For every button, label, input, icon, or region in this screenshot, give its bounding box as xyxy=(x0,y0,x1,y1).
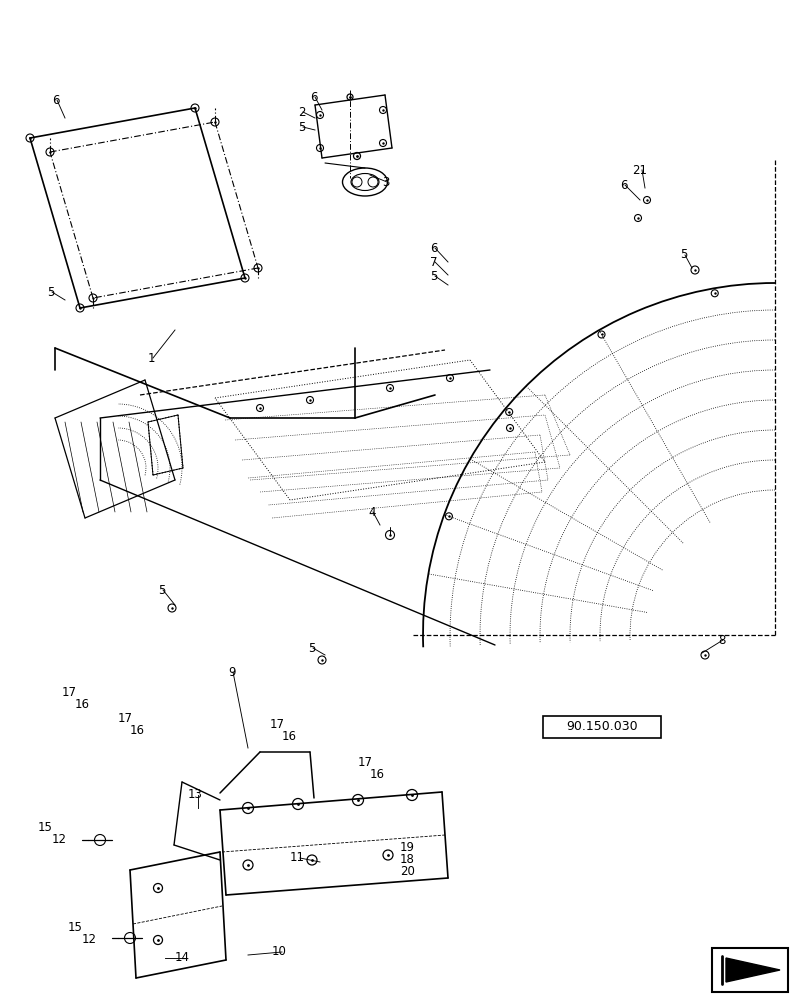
Text: 2: 2 xyxy=(298,106,305,119)
Text: 14: 14 xyxy=(175,951,190,964)
Text: 4: 4 xyxy=(367,506,375,518)
Text: 5: 5 xyxy=(307,642,315,654)
Text: 21: 21 xyxy=(631,164,646,177)
Text: 17: 17 xyxy=(62,686,77,698)
Text: 10: 10 xyxy=(272,945,286,958)
Text: 16: 16 xyxy=(370,768,384,780)
Text: 19: 19 xyxy=(400,841,414,854)
Text: 17: 17 xyxy=(270,718,285,731)
Text: 16: 16 xyxy=(75,698,90,710)
Text: 7: 7 xyxy=(430,255,437,268)
Text: 6: 6 xyxy=(430,241,437,254)
Text: 15: 15 xyxy=(68,921,83,934)
Text: 20: 20 xyxy=(400,865,414,878)
Text: 12: 12 xyxy=(52,833,67,846)
Text: 6: 6 xyxy=(310,91,317,104)
Bar xyxy=(543,716,660,738)
Text: 5: 5 xyxy=(430,269,437,282)
Text: 3: 3 xyxy=(381,176,389,189)
Text: 17: 17 xyxy=(118,711,133,724)
Text: 12: 12 xyxy=(82,933,97,946)
Text: 5: 5 xyxy=(158,584,165,596)
Text: 13: 13 xyxy=(188,788,203,801)
Text: 1: 1 xyxy=(148,352,156,364)
Text: 15: 15 xyxy=(38,821,53,834)
Bar xyxy=(711,948,787,992)
Text: 8: 8 xyxy=(717,634,724,646)
Text: 17: 17 xyxy=(358,756,372,768)
Text: 16: 16 xyxy=(130,723,145,736)
Text: 6: 6 xyxy=(620,179,627,192)
Text: 11: 11 xyxy=(290,851,305,864)
Text: 5: 5 xyxy=(47,286,54,298)
Text: 9: 9 xyxy=(228,666,235,678)
Text: 18: 18 xyxy=(400,853,414,866)
Text: 5: 5 xyxy=(679,248,687,261)
Text: 6: 6 xyxy=(52,94,59,107)
Polygon shape xyxy=(725,958,779,982)
Text: 5: 5 xyxy=(298,121,305,134)
Text: 90.150.030: 90.150.030 xyxy=(565,720,637,733)
Text: 16: 16 xyxy=(281,730,297,743)
